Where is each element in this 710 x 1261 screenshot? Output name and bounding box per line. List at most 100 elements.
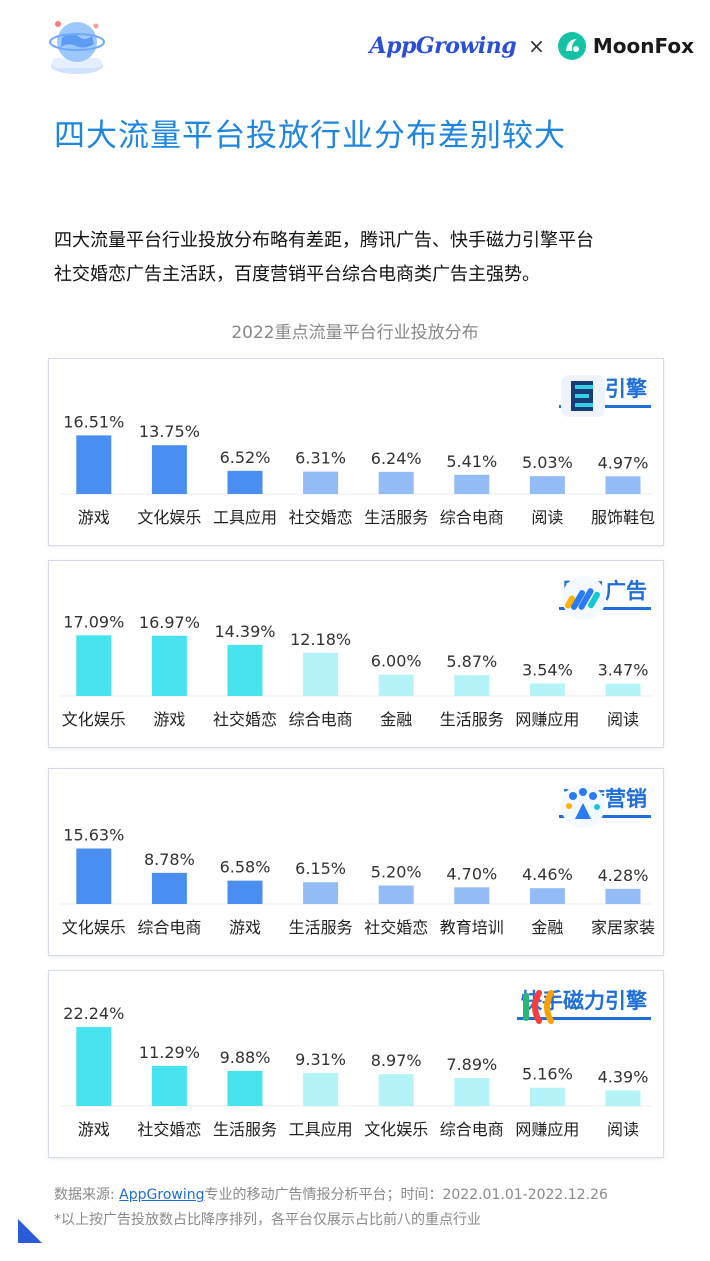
category-label: 文化娱乐 <box>62 918 126 937</box>
category-label: 生活服务 <box>440 710 504 729</box>
moonfox-logo: MoonFox <box>557 31 694 61</box>
platform-tag-baidu: 百度营销 <box>559 783 651 828</box>
value-label: 14.39% <box>214 622 275 641</box>
value-label: 4.28% <box>598 866 649 885</box>
value-label: 13.75% <box>139 422 200 441</box>
page-title: 四大流量平台投放行业分布差别较大 <box>54 118 566 154</box>
bar <box>76 848 112 904</box>
category-label: 综合电商 <box>289 710 353 729</box>
value-label: 6.15% <box>295 859 346 878</box>
bar <box>454 1077 490 1106</box>
category-label: 社交婚恋 <box>364 918 428 937</box>
value-label: 8.78% <box>144 850 195 869</box>
category-label: 阅读 <box>607 1120 639 1139</box>
value-label: 12.18% <box>290 630 351 649</box>
category-label: 游戏 <box>229 918 261 937</box>
bar <box>454 887 490 904</box>
value-label: 17.09% <box>63 612 124 631</box>
category-label: 金融 <box>380 710 412 729</box>
moonfox-icon <box>557 32 586 60</box>
category-label: 阅读 <box>531 508 563 527</box>
value-label: 9.88% <box>220 1048 271 1067</box>
platform-tag-tencent: 腾讯广告 <box>559 575 651 620</box>
value-label: 5.03% <box>522 453 573 472</box>
baidu-marketing-logo-icon <box>561 784 605 828</box>
category-label: 综合电商 <box>137 918 201 937</box>
bar <box>303 652 339 696</box>
platform-tag-kuaishou: 快手磁力引擎 <box>517 985 651 1024</box>
brand-header: AppGrowing × MoonFox <box>370 28 694 64</box>
bar-chart: 17.09% 文化娱乐 16.97% 游戏 14.39% 社交婚恋 12.18% 综合电商 6.… <box>59 612 653 729</box>
category-label: 工具应用 <box>289 1120 353 1139</box>
category-label: 服饰鞋包 <box>591 508 655 527</box>
brand-separator: × <box>528 34 545 58</box>
bar <box>454 675 490 696</box>
value-label: 22.24% <box>63 1004 124 1023</box>
bar <box>227 880 263 904</box>
category-label: 网赚应用 <box>515 1120 579 1139</box>
category-label: 文化娱乐 <box>137 508 201 527</box>
bar <box>227 470 263 494</box>
category-label: 教育培训 <box>440 918 504 937</box>
bar <box>227 644 263 696</box>
panel-kuaishou: 22.24% 游戏 11.29% 社交婚恋 9.88% 生活服务 9.31% 工具应用 8.97… <box>48 970 664 1158</box>
kuaishou-magnetic-logo-icon <box>523 990 554 1024</box>
value-label: 4.70% <box>446 864 497 883</box>
bar <box>529 683 565 696</box>
value-label: 5.41% <box>446 452 497 471</box>
category-label: 网赚应用 <box>515 710 579 729</box>
value-label: 5.87% <box>446 652 497 671</box>
value-label: 4.46% <box>522 865 573 884</box>
bar <box>151 445 187 494</box>
bar <box>303 882 339 904</box>
bar <box>605 683 641 696</box>
category-label: 文化娱乐 <box>62 710 126 729</box>
category-label: 生活服务 <box>364 508 428 527</box>
platform-tag-oceanengine: 巨量引擎 <box>559 373 651 417</box>
footer-note: *以上按广告投放数占比降序排列，各平台仅展示占比前八的重点行业 <box>54 1212 481 1228</box>
chart-title: 2022重点流量平台行业投放分布 <box>231 323 479 343</box>
value-label: 6.52% <box>220 448 271 467</box>
oceanengine-logo-icon <box>561 375 605 417</box>
source-suffix: 专业的移动广告情报分析平台；时间：2022.01.01-2022.12.26 <box>204 1187 608 1203</box>
category-label: 文化娱乐 <box>364 1120 428 1139</box>
bar <box>378 885 414 904</box>
value-label: 16.51% <box>63 412 124 431</box>
category-label: 社交婚恋 <box>289 508 353 527</box>
category-label: 阅读 <box>607 710 639 729</box>
value-label: 4.97% <box>598 453 649 472</box>
bar <box>76 435 112 494</box>
category-label: 综合电商 <box>440 508 504 527</box>
panel-oceanengine: 16.51% 游戏 13.75% 文化娱乐 6.52% 工具应用 6.31% 社交婚恋 6.24… <box>48 358 664 546</box>
value-label: 9.31% <box>295 1050 346 1069</box>
source-link[interactable]: AppGrowing <box>119 1187 205 1203</box>
source-prefix: 数据来源: <box>54 1187 120 1203</box>
bar <box>605 888 641 904</box>
value-label: 6.58% <box>220 858 271 877</box>
summary-text: 四大流量平台行业投放分布略有差距，腾讯广告、快手磁力引擎平台 社交婚恋广告主活跃… <box>54 224 674 292</box>
category-label: 社交婚恋 <box>213 710 277 729</box>
bar-chart: 22.24% 游戏 11.29% 社交婚恋 9.88% 生活服务 9.31% 工具应用 8.97… <box>59 1004 653 1139</box>
value-label: 5.20% <box>371 863 422 882</box>
bar <box>529 888 565 904</box>
appgrowing-logo: AppGrowing <box>369 33 517 59</box>
value-label: 3.54% <box>522 660 573 679</box>
summary-line-2: 社交婚恋广告主活跃，百度营销平台综合电商类广告主强势。 <box>54 264 540 285</box>
value-label: 7.89% <box>446 1055 497 1074</box>
category-label: 工具应用 <box>213 508 277 527</box>
bar <box>76 1027 112 1106</box>
bar-chart: 15.63% 文化娱乐 8.78% 综合电商 6.58% 游戏 6.15% 生活服务 5.20%… <box>59 826 655 937</box>
value-label: 3.47% <box>598 661 649 680</box>
bar <box>303 1072 339 1106</box>
moonfox-text: MoonFox <box>592 34 694 58</box>
bar <box>151 872 187 904</box>
panel-tencent: 17.09% 文化娱乐 16.97% 游戏 14.39% 社交婚恋 12.18% 综合电商 6.… <box>48 560 664 748</box>
summary-line-1: 四大流量平台行业投放分布略有差距，腾讯广告、快手磁力引擎平台 <box>54 230 594 251</box>
globe-logo-icon <box>49 21 105 74</box>
bar <box>605 476 641 494</box>
value-label: 6.24% <box>371 449 422 468</box>
bar <box>151 635 187 696</box>
bar <box>529 476 565 494</box>
category-label: 社交婚恋 <box>137 1120 201 1139</box>
bar <box>454 474 490 494</box>
